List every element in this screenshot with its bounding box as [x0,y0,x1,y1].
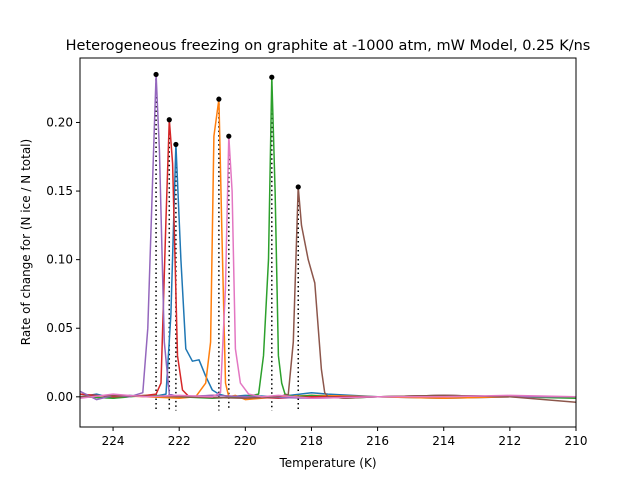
x-tick-label: 214 [432,434,455,448]
peak-marker [295,184,301,190]
peak-marker [226,133,232,139]
y-axis: 0.00 0.05 0.10 0.15 0.20 [46,115,80,404]
x-tick-label: 224 [102,434,125,448]
plot-frame [79,57,577,428]
x-tick-label: 220 [234,434,257,448]
y-tick-label: 0.10 [46,253,73,267]
x-tick-label: 218 [300,434,323,448]
series-line-7 [80,135,576,399]
x-tick-label: 210 [565,434,588,448]
peak-marker [153,71,159,78]
plot-area [80,71,576,411]
chart-title: Heterogeneous freezing on graphite at -1… [66,38,591,54]
x-axis: 224 222 220 218 216 214 212 210 [102,427,588,448]
y-tick-label: 0.20 [46,115,73,129]
x-tick-label: 216 [366,434,389,448]
peak-marker [216,96,222,102]
peak-marker [269,74,275,80]
x-axis-label: Temperature (K) [278,456,376,470]
peak-dotted-lines [155,74,299,411]
y-axis-label: Rate of change for (N ice / N total) [19,139,33,345]
peak-marker [166,117,172,123]
peak-markers [153,71,301,190]
x-tick-label: 212 [498,434,521,448]
series-group [80,73,576,404]
x-tick-label: 222 [168,434,191,448]
y-tick-label: 0.15 [46,184,73,198]
peak-marker [173,141,179,148]
y-tick-label: 0.05 [46,321,73,335]
y-tick-label: 0.00 [46,390,73,404]
